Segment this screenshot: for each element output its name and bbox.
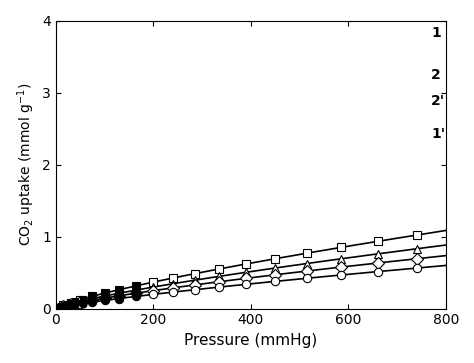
Text: 1: 1 <box>431 26 441 40</box>
Y-axis label: CO$_2$ uptake (mmol g$^{-1}$): CO$_2$ uptake (mmol g$^{-1}$) <box>15 83 36 246</box>
X-axis label: Pressure (mmHg): Pressure (mmHg) <box>184 333 318 348</box>
Text: 2: 2 <box>431 68 441 82</box>
Text: 2': 2' <box>431 94 445 108</box>
Text: 1': 1' <box>431 127 445 141</box>
